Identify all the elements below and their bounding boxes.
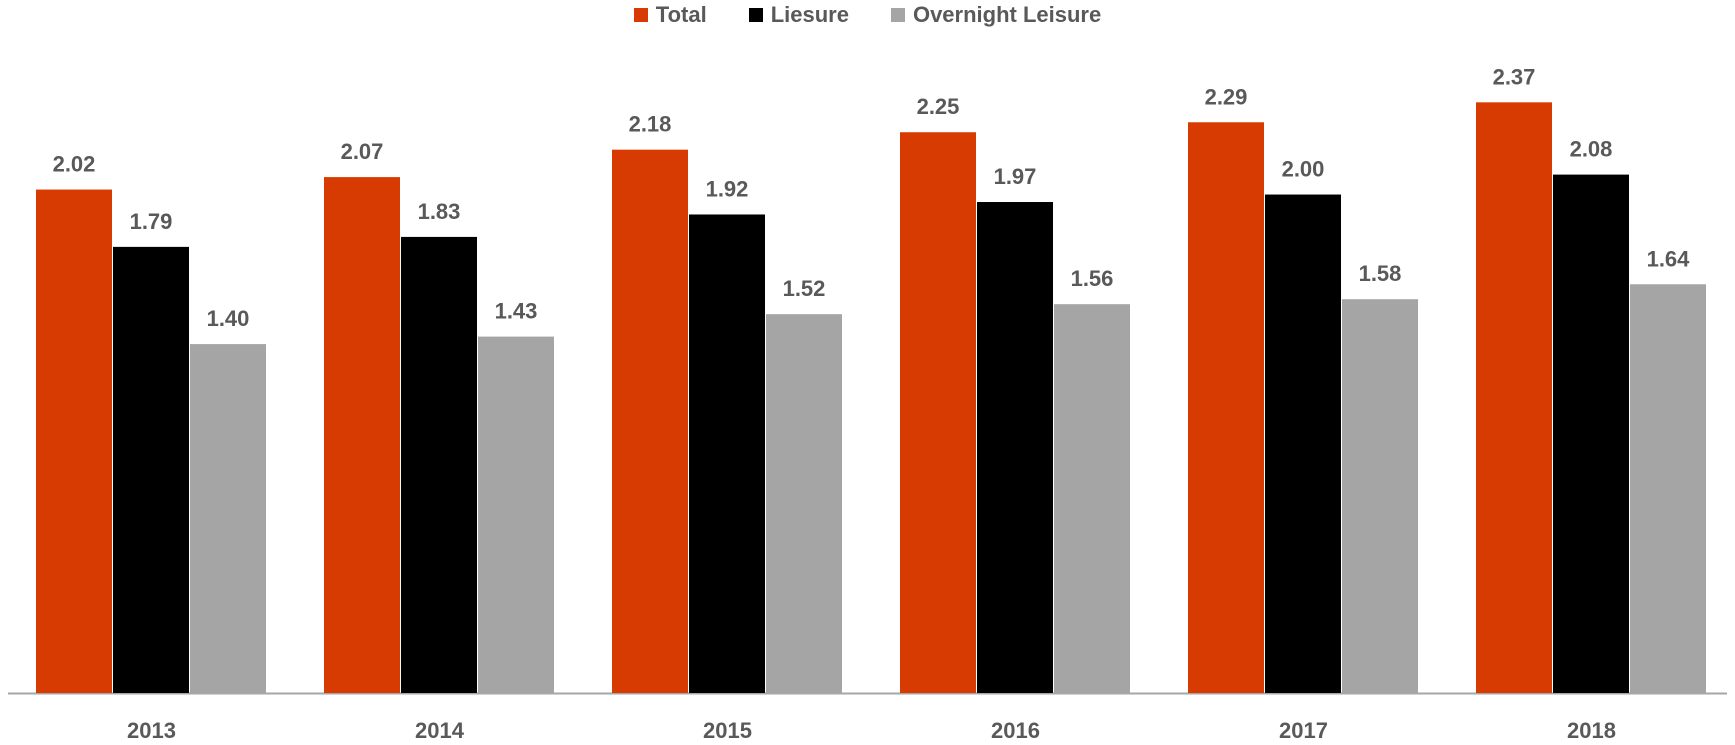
bar-liesure-2014 [401,236,477,693]
legend-swatch-overnight-leisure [890,8,905,22]
bar-overnight-leisure-2018 [1630,284,1706,693]
bar-overnight-leisure-2017 [1342,299,1418,693]
legend-item-liesure: Liesure [748,2,849,28]
data-label-total-2017: 2.29 [1205,84,1248,109]
bar-total-2016 [900,132,976,693]
data-label-overnight-leisure-2015: 1.52 [783,276,826,301]
data-label-total-2016: 2.25 [917,94,960,119]
legend-label-liesure: Liesure [770,2,849,27]
bar-total-2014 [324,177,400,694]
x-tick-label-2013: 2013 [127,718,176,740]
bar-overnight-leisure-2013 [190,344,266,693]
bar-liesure-2017 [1265,194,1341,694]
data-label-total-2015: 2.18 [629,112,672,137]
bar-overnight-leisure-2015 [766,314,842,693]
bar-liesure-2015 [689,214,765,693]
x-tick-label-2014: 2014 [415,718,465,740]
bar-total-2015 [612,149,688,693]
data-label-liesure-2014: 1.83 [418,199,461,224]
data-label-overnight-leisure-2014: 1.43 [495,299,538,324]
bar-liesure-2016 [977,202,1053,693]
bar-overnight-leisure-2014 [478,336,554,693]
data-label-total-2018: 2.37 [1493,64,1536,89]
data-label-liesure-2013: 1.79 [130,209,173,234]
data-label-total-2013: 2.02 [53,152,96,177]
legend-swatch-liesure [748,8,763,22]
legend-item-total: Total [633,2,707,28]
data-label-overnight-leisure-2013: 1.40 [207,306,250,331]
bar-liesure-2013 [113,246,189,693]
legend: Total Liesure Overnight Leisure [0,2,1735,28]
data-label-overnight-leisure-2018: 1.64 [1647,246,1691,271]
bar-total-2018 [1476,102,1552,694]
legend-swatch-total [633,8,648,22]
data-label-total-2014: 2.07 [341,139,384,164]
legend-item-overnight-leisure: Overnight Leisure [890,2,1102,28]
x-tick-label-2016: 2016 [991,718,1040,740]
x-tick-label-2015: 2015 [703,718,752,740]
data-label-liesure-2015: 1.92 [706,176,749,201]
bar-total-2017 [1188,122,1264,693]
data-label-liesure-2018: 2.08 [1570,137,1613,162]
data-label-liesure-2016: 1.97 [994,164,1037,189]
legend-label-total: Total [655,2,707,27]
x-tick-label-2018: 2018 [1567,718,1616,740]
data-label-liesure-2017: 2.00 [1282,157,1325,182]
bar-total-2013 [36,189,112,694]
x-tick-label-2017: 2017 [1279,718,1328,740]
legend-label-overnight-leisure: Overnight Leisure [912,2,1102,27]
bar-liesure-2018 [1553,174,1629,694]
data-label-overnight-leisure-2017: 1.58 [1359,261,1402,286]
data-label-overnight-leisure-2016: 1.56 [1071,266,1114,291]
bar-overnight-leisure-2016 [1054,304,1130,693]
